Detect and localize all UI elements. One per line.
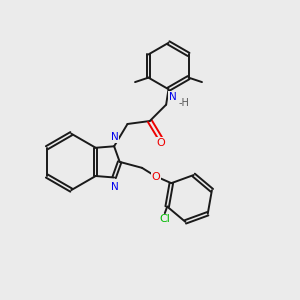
Text: N: N xyxy=(111,182,119,192)
Text: N: N xyxy=(169,92,176,102)
Text: O: O xyxy=(156,138,165,148)
Text: Cl: Cl xyxy=(159,214,170,224)
Text: O: O xyxy=(152,172,160,182)
Text: -H: -H xyxy=(179,98,190,108)
Text: N: N xyxy=(111,132,119,142)
